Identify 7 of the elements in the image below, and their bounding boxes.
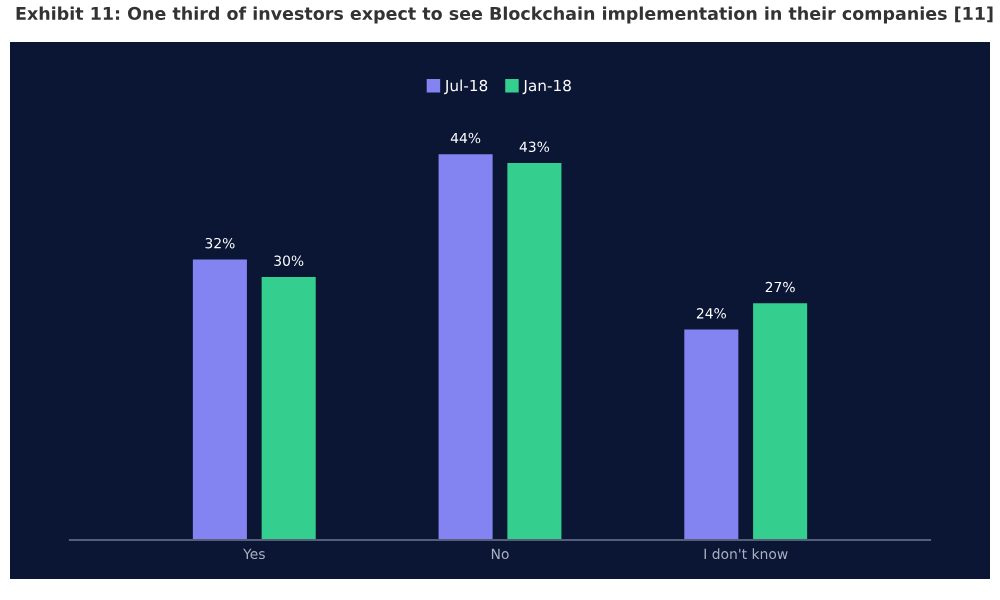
- bar: [507, 163, 562, 540]
- chart-title: Exhibit 11: One third of investors expect to see Blockchain implementation in their companies [11]: [16, 6, 993, 24]
- bar: [753, 303, 808, 540]
- bar: [192, 259, 247, 540]
- bar: [684, 329, 739, 540]
- bar: [438, 154, 493, 540]
- bar: [261, 277, 316, 540]
